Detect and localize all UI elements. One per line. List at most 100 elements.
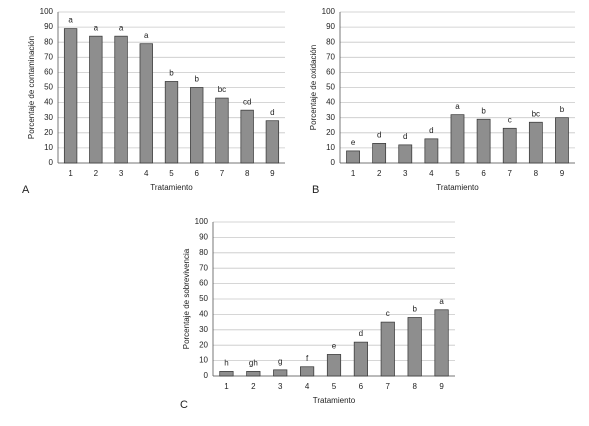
- y-tick-label: 80: [44, 37, 53, 46]
- x-tick-label: 6: [359, 382, 364, 391]
- bar: [450, 114, 465, 164]
- y-tick-label: 30: [326, 113, 335, 122]
- y-tick-label: 30: [44, 113, 53, 122]
- x-axis-title: Tratamiento: [313, 396, 356, 405]
- y-tick-label: 20: [44, 128, 53, 137]
- bar: [502, 127, 517, 164]
- bar: [353, 341, 368, 377]
- y-tick-label: 40: [326, 98, 335, 107]
- significance-letter: b: [481, 106, 486, 115]
- bar: [139, 43, 153, 164]
- x-tick-label: 1: [351, 169, 356, 178]
- significance-letter: a: [455, 102, 460, 111]
- x-tick-label: 7: [220, 169, 225, 178]
- x-tick-label: 9: [270, 169, 275, 178]
- panel-label: A: [22, 184, 30, 196]
- y-tick-label: 10: [199, 356, 208, 365]
- bar: [240, 109, 254, 164]
- x-tick-label: 2: [251, 382, 256, 391]
- bar: [190, 87, 204, 164]
- x-tick-label: 2: [94, 169, 99, 178]
- bar: [372, 143, 387, 164]
- x-tick-label: 5: [455, 169, 460, 178]
- y-axis-title: Porcentaje de oxidación: [309, 45, 318, 130]
- panel-label: B: [312, 184, 319, 196]
- x-tick-label: 6: [194, 169, 199, 178]
- bar: [273, 369, 288, 377]
- y-tick-label: 50: [326, 83, 335, 92]
- y-tick-label: 10: [326, 143, 335, 152]
- significance-letter: b: [412, 305, 417, 314]
- x-tick-label: 2: [377, 169, 382, 178]
- significance-letter: d: [270, 108, 274, 117]
- y-tick-label: 80: [199, 248, 208, 257]
- bar: [326, 354, 342, 377]
- y-tick-label: 100: [195, 217, 209, 226]
- significance-letter: g: [278, 357, 282, 366]
- bar: [528, 121, 543, 164]
- significance-letter: d: [377, 130, 381, 139]
- significance-letter: b: [194, 75, 199, 84]
- x-tick-label: 7: [386, 382, 391, 391]
- x-tick-label: 5: [169, 169, 174, 178]
- x-tick-label: 3: [403, 169, 408, 178]
- bar: [215, 97, 229, 164]
- bar: [164, 81, 179, 164]
- x-tick-label: 9: [439, 382, 444, 391]
- significance-letter: bc: [218, 85, 226, 94]
- significance-letter: f: [306, 354, 309, 363]
- x-axis-title: Tratamiento: [150, 183, 193, 192]
- significance-letter: d: [359, 329, 363, 338]
- significance-letter: bc: [532, 109, 540, 118]
- y-tick-label: 90: [326, 22, 335, 31]
- significance-letter: h: [224, 358, 228, 367]
- y-tick-label: 10: [44, 143, 53, 152]
- y-tick-label: 50: [44, 83, 53, 92]
- significance-letter: c: [508, 115, 512, 124]
- x-tick-label: 1: [68, 169, 73, 178]
- y-tick-label: 0: [49, 158, 54, 167]
- y-tick-label: 0: [204, 371, 209, 380]
- significance-letter: b: [560, 105, 565, 114]
- panel-label: C: [180, 399, 188, 411]
- y-tick-label: 30: [199, 325, 208, 334]
- significance-letter: a: [439, 297, 444, 306]
- bar: [246, 371, 261, 377]
- y-tick-label: 70: [199, 263, 208, 272]
- bar: [407, 317, 422, 377]
- significance-letter: e: [351, 138, 356, 147]
- significance-letter: a: [119, 23, 124, 32]
- bar: [380, 321, 395, 377]
- y-tick-label: 40: [44, 98, 53, 107]
- significance-letter: a: [144, 31, 149, 40]
- x-tick-label: 1: [224, 382, 229, 391]
- y-tick-label: 90: [199, 233, 208, 242]
- x-tick-label: 8: [412, 382, 417, 391]
- significance-letter: cd: [243, 97, 251, 106]
- significance-letter: c: [386, 309, 390, 318]
- x-tick-label: 3: [119, 169, 124, 178]
- x-tick-label: 4: [144, 169, 149, 178]
- y-tick-label: 20: [326, 128, 335, 137]
- y-tick-label: 60: [44, 68, 53, 77]
- bar: [434, 309, 449, 377]
- x-tick-label: 8: [534, 169, 539, 178]
- y-tick-label: 70: [326, 52, 335, 61]
- y-tick-label: 40: [199, 310, 208, 319]
- bar: [63, 28, 78, 164]
- significance-letter: e: [332, 342, 337, 351]
- x-tick-label: 5: [332, 382, 337, 391]
- bar: [424, 138, 439, 164]
- significance-letter: d: [403, 132, 407, 141]
- x-tick-label: 9: [560, 169, 565, 178]
- bar: [89, 35, 103, 164]
- y-tick-label: 90: [44, 22, 53, 31]
- significance-letter: d: [429, 126, 433, 135]
- significance-letter: a: [68, 16, 73, 25]
- y-tick-label: 100: [40, 7, 54, 16]
- bar: [300, 366, 315, 377]
- y-tick-label: 60: [326, 68, 335, 77]
- y-axis-title: Porcentaje de sobrevivencia: [182, 248, 191, 349]
- y-tick-label: 0: [331, 158, 336, 167]
